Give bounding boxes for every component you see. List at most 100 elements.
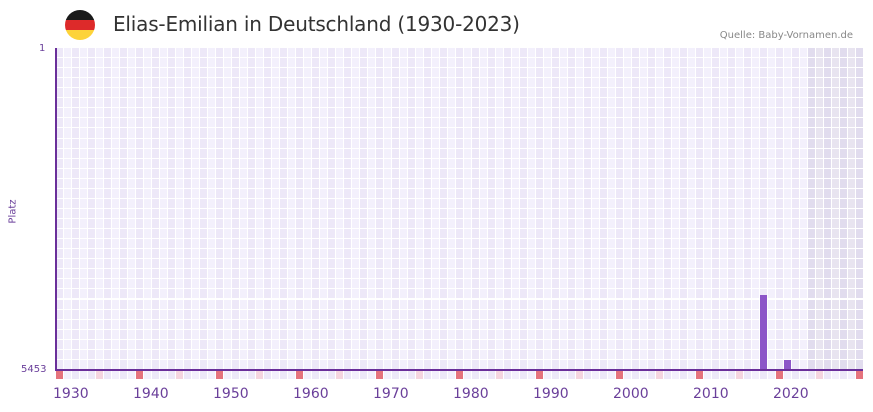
year-marker (336, 371, 343, 379)
year-marker (136, 371, 143, 379)
year-marker (320, 371, 327, 379)
year-marker (456, 371, 463, 379)
y-tick-bottom: 5453 (21, 364, 47, 375)
year-marker (648, 371, 655, 379)
year-marker (168, 371, 175, 379)
x-tick-label: 1960 (293, 386, 329, 402)
year-marker (544, 371, 551, 379)
year-marker (832, 371, 839, 379)
year-marker (200, 371, 207, 379)
year-marker (184, 371, 191, 379)
year-marker (384, 371, 391, 379)
year-marker (720, 371, 727, 379)
year-marker (448, 371, 455, 379)
year-marker (584, 371, 591, 379)
year-marker (688, 371, 695, 379)
year-marker (80, 371, 87, 379)
year-marker (416, 371, 423, 379)
year-marker (240, 371, 247, 379)
year-marker (368, 371, 375, 379)
year-marker (480, 371, 487, 379)
x-tick-label: 2020 (773, 386, 809, 402)
year-marker (712, 371, 719, 379)
year-marker (856, 371, 863, 379)
year-marker (288, 371, 295, 379)
x-axis-line (55, 369, 863, 371)
year-marker (112, 371, 119, 379)
year-marker (424, 371, 431, 379)
year-marker (632, 371, 639, 379)
year-marker (536, 371, 543, 379)
year-marker (736, 371, 743, 379)
year-marker (464, 371, 471, 379)
year-marker (120, 371, 127, 379)
year-marker (72, 371, 79, 379)
chart-title: Elias-Emilian in Deutschland (1930-2023) (113, 12, 520, 36)
year-marker (800, 371, 807, 379)
year-marker (496, 371, 503, 379)
year-marker (680, 371, 687, 379)
year-marker (504, 371, 511, 379)
year-marker (192, 371, 199, 379)
year-marker (312, 371, 319, 379)
year-marker (768, 371, 775, 379)
year-marker (128, 371, 135, 379)
x-tick-label: 1950 (213, 386, 249, 402)
data-bar[interactable] (760, 294, 767, 370)
year-marker (280, 371, 287, 379)
year-marker (304, 371, 311, 379)
year-marker (144, 371, 151, 379)
year-marker (704, 371, 711, 379)
year-marker (64, 371, 71, 379)
x-tick-label: 1970 (373, 386, 409, 402)
year-marker (568, 371, 575, 379)
year-marker (520, 371, 527, 379)
year-marker (104, 371, 111, 379)
year-marker (376, 371, 383, 379)
source-credit: Quelle: Baby-Vornamen.de (719, 30, 853, 41)
year-marker (824, 371, 831, 379)
year-marker (472, 371, 479, 379)
year-marker (816, 371, 823, 379)
year-marker (248, 371, 255, 379)
year-marker (216, 371, 223, 379)
x-tick-label: 2000 (613, 386, 649, 402)
year-marker (664, 371, 671, 379)
year-marker (848, 371, 855, 379)
year-marker (176, 371, 183, 379)
year-marker (528, 371, 535, 379)
year-marker (672, 371, 679, 379)
year-marker (344, 371, 351, 379)
plot-area (56, 48, 863, 370)
year-marker (208, 371, 215, 379)
year-marker (640, 371, 647, 379)
year-marker (256, 371, 263, 379)
year-marker (608, 371, 615, 379)
year-marker (408, 371, 415, 379)
x-tick-label: 1940 (133, 386, 169, 402)
year-marker (656, 371, 663, 379)
y-axis-line (55, 48, 57, 371)
x-tick-label: 1980 (453, 386, 489, 402)
year-marker (160, 371, 167, 379)
year-marker (88, 371, 95, 379)
year-marker (272, 371, 279, 379)
year-marker (760, 371, 767, 379)
year-marker (96, 371, 103, 379)
year-marker (616, 371, 623, 379)
year-marker (808, 371, 815, 379)
y-tick-top: 1 (39, 43, 46, 54)
data-bar[interactable] (784, 360, 791, 370)
year-marker (576, 371, 583, 379)
year-marker (488, 371, 495, 379)
year-marker (776, 371, 783, 379)
year-marker (352, 371, 359, 379)
year-marker (840, 371, 847, 379)
year-marker (744, 371, 751, 379)
x-tick-label: 1930 (53, 386, 89, 402)
year-marker (792, 371, 799, 379)
year-marker (512, 371, 519, 379)
year-marker (784, 371, 791, 379)
year-marker (600, 371, 607, 379)
x-tick-label: 1990 (533, 386, 569, 402)
